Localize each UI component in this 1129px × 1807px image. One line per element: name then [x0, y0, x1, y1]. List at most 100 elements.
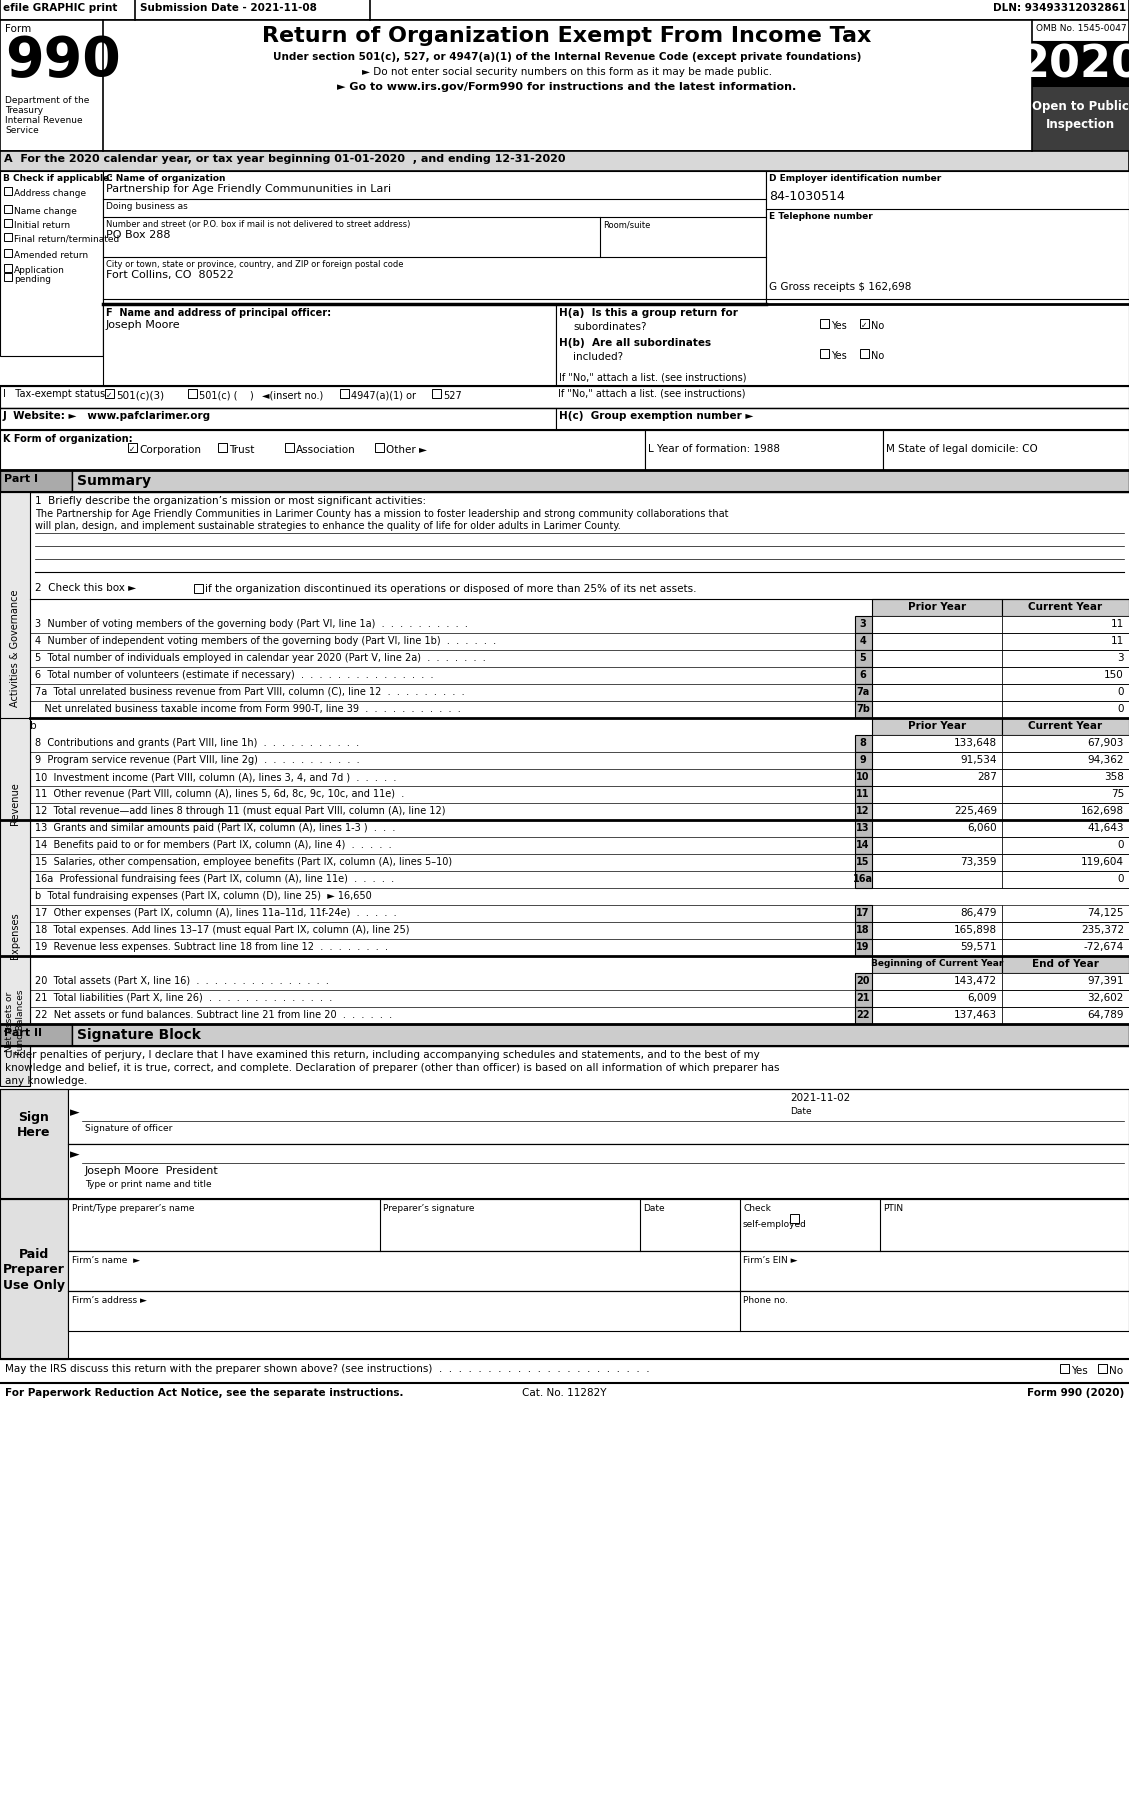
Text: ✓: ✓	[106, 390, 113, 399]
Bar	[0, 1200, 68, 1359]
Bar	[872, 786, 1003, 804]
Text: Address change: Address change	[14, 190, 86, 199]
Text: ►: ►	[70, 1106, 80, 1119]
Bar	[432, 390, 441, 399]
Text: Paid
Preparer
Use Only: Paid Preparer Use Only	[3, 1249, 65, 1290]
Bar	[855, 974, 872, 990]
Bar	[0, 472, 72, 493]
Text: Beginning of Current Year: Beginning of Current Year	[870, 958, 1004, 967]
Text: No: No	[1109, 1366, 1123, 1375]
Text: 12  Total revenue—add lines 8 through 11 (must equal Part VIII, column (A), line: 12 Total revenue—add lines 8 through 11 …	[35, 806, 446, 815]
Text: 20  Total assets (Part X, line 16)  .  .  .  .  .  .  .  .  .  .  .  .  .  .  .: 20 Total assets (Part X, line 16) . . . …	[35, 976, 329, 985]
Text: Room/suite: Room/suite	[603, 220, 650, 229]
Text: Association: Association	[296, 445, 356, 455]
Text: City or town, state or province, country, and ZIP or foreign postal code: City or town, state or province, country…	[106, 260, 403, 269]
Bar	[872, 1008, 1003, 1025]
Bar	[0, 152, 1129, 172]
Text: Joseph Moore: Joseph Moore	[106, 320, 181, 331]
Text: if the organization discontinued its operations or disposed of more than 25% of : if the organization discontinued its ope…	[205, 584, 697, 595]
Text: H(c)  Group exemption number ►: H(c) Group exemption number ►	[559, 410, 753, 421]
Bar	[68, 1292, 1129, 1332]
Bar	[1032, 42, 1129, 89]
Text: 15  Salaries, other compensation, employee benefits (Part IX, column (A), lines : 15 Salaries, other compensation, employe…	[35, 857, 452, 867]
Bar	[872, 871, 1003, 889]
Text: ✓: ✓	[130, 445, 135, 454]
Bar	[5, 233, 12, 242]
Text: Number and street (or P.O. box if mail is not delivered to street address): Number and street (or P.O. box if mail i…	[106, 220, 410, 229]
Bar	[1099, 1364, 1108, 1373]
Text: Net Assets or
Fund Balances: Net Assets or Fund Balances	[6, 988, 25, 1053]
Text: 64,789: 64,789	[1087, 1010, 1124, 1019]
Text: ◄(insert no.): ◄(insert no.)	[262, 390, 323, 401]
Text: 22  Net assets or fund balances. Subtract line 21 from line 20  .  .  .  .  .  .: 22 Net assets or fund balances. Subtract…	[35, 1010, 392, 1019]
Text: J  Website: ►   www.pafclarimer.org: J Website: ► www.pafclarimer.org	[3, 410, 211, 421]
Text: 162,698: 162,698	[1080, 806, 1124, 815]
Bar	[68, 1250, 1129, 1292]
Bar	[68, 1144, 1129, 1200]
Text: 6,009: 6,009	[968, 992, 997, 1003]
Bar	[1003, 837, 1129, 855]
Text: 0: 0	[1118, 873, 1124, 884]
Text: 94,362: 94,362	[1087, 755, 1124, 764]
Bar	[5, 275, 12, 282]
Text: 17: 17	[856, 907, 869, 918]
Text: 9  Program service revenue (Part VIII, line 2g)  .  .  .  .  .  .  .  .  .  .  .: 9 Program service revenue (Part VIII, li…	[35, 755, 360, 764]
Text: 14  Benefits paid to or for members (Part IX, column (A), line 4)  .  .  .  .  .: 14 Benefits paid to or for members (Part…	[35, 840, 392, 849]
Bar	[0, 430, 645, 472]
Bar	[1060, 1364, 1069, 1373]
Text: Service: Service	[5, 126, 38, 136]
Bar	[820, 320, 829, 329]
Text: 0: 0	[1118, 687, 1124, 698]
Text: Trust: Trust	[229, 445, 254, 455]
Text: 14: 14	[856, 840, 869, 849]
Bar	[5, 206, 12, 213]
Text: Cat. No. 11282Y: Cat. No. 11282Y	[522, 1388, 606, 1397]
Text: Firm’s name  ►: Firm’s name ►	[72, 1256, 140, 1265]
Text: Activities & Governance: Activities & Governance	[10, 589, 20, 707]
Bar	[68, 1200, 1129, 1250]
Bar	[872, 701, 1003, 719]
Text: Part I: Part I	[5, 473, 38, 484]
Text: 10  Investment income (Part VIII, column (A), lines 3, 4, and 7d )  .  .  .  .  : 10 Investment income (Part VIII, column …	[35, 772, 396, 782]
Bar	[855, 701, 872, 719]
Text: A  For the 2020 calendar year, or tax year beginning 01-01-2020  , and ending 12: A For the 2020 calendar year, or tax yea…	[5, 154, 566, 164]
Text: 3: 3	[1118, 652, 1124, 663]
Bar	[872, 616, 1003, 634]
Text: Treasury: Treasury	[5, 107, 43, 116]
Bar	[872, 752, 1003, 770]
Text: Joseph Moore  President: Joseph Moore President	[85, 1166, 219, 1175]
Bar	[1003, 600, 1129, 616]
Text: 13: 13	[856, 822, 869, 833]
Text: 4: 4	[859, 636, 866, 645]
Text: 119,604: 119,604	[1080, 857, 1124, 867]
Bar	[1003, 667, 1129, 685]
Bar	[872, 804, 1003, 820]
Bar	[883, 430, 1129, 472]
Bar	[72, 472, 1129, 493]
Text: Part II: Part II	[5, 1028, 42, 1037]
Bar	[645, 430, 883, 472]
Text: Revenue: Revenue	[10, 782, 20, 826]
Bar	[1003, 735, 1129, 752]
Text: 501(c) (    ): 501(c) ( )	[199, 390, 254, 401]
Text: Firm’s address ►: Firm’s address ►	[72, 1296, 147, 1305]
Bar	[128, 445, 137, 454]
Bar	[855, 770, 872, 786]
Text: 990: 990	[5, 34, 121, 89]
Text: pending: pending	[14, 275, 51, 284]
Bar	[855, 905, 872, 923]
Text: 527: 527	[443, 390, 462, 401]
Text: If "No," attach a list. (see instructions): If "No," attach a list. (see instruction…	[559, 372, 746, 381]
Bar	[375, 445, 384, 454]
Bar	[872, 923, 1003, 940]
Bar	[0, 1025, 72, 1046]
Bar	[1003, 1008, 1129, 1025]
Text: OMB No. 1545-0047: OMB No. 1545-0047	[1036, 23, 1127, 33]
Bar	[1003, 634, 1129, 651]
Text: 73,359: 73,359	[961, 857, 997, 867]
Text: Preparer’s signature: Preparer’s signature	[383, 1203, 474, 1212]
Bar	[1003, 974, 1129, 990]
Text: 86,479: 86,479	[961, 907, 997, 918]
Text: 143,472: 143,472	[954, 976, 997, 985]
Text: Submission Date - 2021-11-08: Submission Date - 2021-11-08	[140, 4, 317, 13]
